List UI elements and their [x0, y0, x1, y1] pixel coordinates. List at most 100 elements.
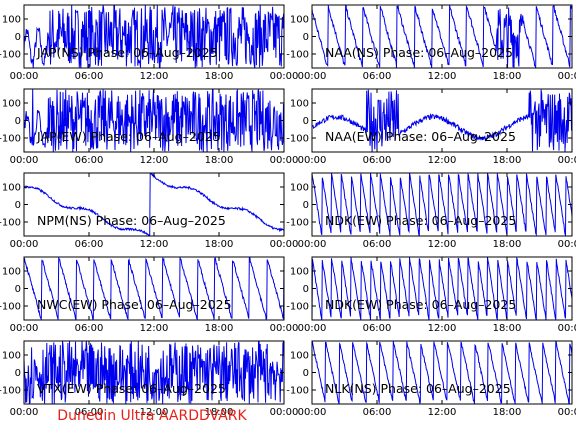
panel-title: NWC(EW) Phase: 06–Aug–2025 — [37, 297, 232, 312]
y-tick-label: -100 — [286, 134, 309, 145]
x-tick-label: 00:00 — [10, 239, 39, 250]
x-tick-label: 12:00 — [140, 239, 169, 250]
phase-panel: 100 0 -100 00:00 06:00 12:00 18:00 00:00 NDK(EW)… — [286, 172, 576, 250]
y-tick-label: 0 — [303, 284, 309, 295]
y-tick-label: 0 — [303, 116, 309, 127]
y-tick-label: 100 — [290, 183, 309, 194]
x-tick-label: 06:00 — [75, 323, 104, 334]
x-tick-label: 00:00 — [558, 323, 576, 334]
x-tick-label: 00:00 — [270, 239, 299, 250]
x-tick-label: 12:00 — [428, 407, 457, 418]
x-tick-label: 06:00 — [75, 407, 104, 418]
x-tick-label: 06:00 — [363, 155, 392, 166]
x-tick-label: 00:00 — [270, 407, 299, 418]
y-tick-label: -100 — [286, 386, 309, 397]
x-tick-label: 00:00 — [558, 407, 576, 418]
phase-trace — [24, 173, 284, 236]
phase-panel: 100 0 -100 00:00 06:00 12:00 18:00 00:00 VTX(EW)… — [0, 340, 299, 418]
y-tick-label: -100 — [286, 218, 309, 229]
phase-trace — [312, 341, 572, 404]
y-tick-label: 100 — [2, 183, 21, 194]
x-tick-label: 00:00 — [298, 323, 327, 334]
phase-trace — [24, 257, 284, 320]
y-tick-label: 100 — [2, 351, 21, 362]
y-tick-label: -100 — [286, 50, 309, 61]
phase-trace — [24, 89, 284, 152]
phase-trace — [312, 89, 572, 152]
x-tick-label: 12:00 — [140, 155, 169, 166]
x-tick-label: 18:00 — [493, 71, 522, 82]
x-tick-label: 00:00 — [10, 71, 39, 82]
phase-panel: 100 0 -100 00:00 06:00 12:00 18:00 00:00 NAA(EW)… — [286, 88, 576, 166]
y-tick-label: 0 — [303, 368, 309, 379]
panel-title: NLK(NS) Phase: 06–Aug–2025 — [325, 381, 511, 396]
panel-title: NAA(NS) Phase: 06–Aug–2025 — [325, 45, 513, 60]
x-tick-label: 18:00 — [493, 407, 522, 418]
y-tick-label: -100 — [0, 134, 21, 145]
y-tick-label: 100 — [2, 99, 21, 110]
phase-trace — [24, 5, 284, 68]
y-tick-label: 0 — [15, 368, 21, 379]
y-tick-label: -100 — [0, 50, 21, 61]
x-tick-label: 00:00 — [558, 239, 576, 250]
x-tick-label: 12:00 — [140, 323, 169, 334]
panel-title: JAP(NS) Phase: 06–Aug–2025 — [36, 45, 218, 60]
x-tick-label: 00:00 — [298, 407, 327, 418]
x-tick-label: 12:00 — [140, 407, 169, 418]
y-tick-label: 0 — [303, 32, 309, 43]
y-tick-label: 100 — [290, 99, 309, 110]
phase-panel: 100 0 -100 00:00 06:00 12:00 18:00 00:00 JAP(EW)… — [0, 88, 298, 166]
phase-panel: 100 0 -100 00:00 06:00 12:00 18:00 00:00 NAA(NS)… — [286, 4, 576, 82]
x-tick-label: 06:00 — [75, 155, 104, 166]
x-tick-label: 00:00 — [270, 323, 299, 334]
x-tick-label: 18:00 — [493, 239, 522, 250]
x-tick-label: 18:00 — [493, 323, 522, 334]
x-tick-label: 00:00 — [558, 155, 576, 166]
panel-title: NPM(NS) Phase: 06–Aug–2025 — [37, 213, 226, 228]
x-tick-label: 18:00 — [205, 71, 234, 82]
y-tick-label: 0 — [15, 200, 21, 211]
x-tick-label: 00:00 — [10, 155, 39, 166]
x-tick-label: 18:00 — [205, 155, 234, 166]
panel-title: NAA(EW) Phase: 06–Aug–2025 — [325, 129, 516, 144]
phase-trace — [312, 5, 572, 68]
phase-panel: 100 0 -100 00:00 06:00 12:00 18:00 00:00 NLK(NS)… — [286, 340, 576, 418]
x-tick-label: 06:00 — [363, 239, 392, 250]
x-tick-label: 18:00 — [205, 323, 234, 334]
x-tick-label: 18:00 — [205, 407, 234, 418]
y-tick-label: -100 — [286, 302, 309, 313]
phase-trace — [312, 257, 572, 320]
x-tick-label: 06:00 — [363, 407, 392, 418]
y-tick-label: -100 — [0, 386, 21, 397]
x-tick-label: 00:00 — [298, 155, 327, 166]
panel-title: NDK(EW) Phase: 06–Aug–2025 — [325, 297, 516, 312]
y-tick-label: 100 — [290, 267, 309, 278]
x-tick-label: 18:00 — [205, 239, 234, 250]
panel-title: JAP(EW) Phase: 06–Aug–2025 — [36, 129, 221, 144]
y-tick-label: -100 — [0, 302, 21, 313]
x-tick-label: 06:00 — [363, 71, 392, 82]
y-tick-label: 100 — [290, 351, 309, 362]
footer-label: Dunedin Ultra AARDDVARK — [57, 408, 247, 424]
phase-panel: 100 0 -100 00:00 06:00 12:00 18:00 00:00 JAP(NS)… — [0, 4, 299, 82]
phase-trace — [312, 173, 572, 236]
x-tick-label: 12:00 — [428, 71, 457, 82]
phase-panel: 100 0 -100 00:00 06:00 12:00 18:00 00:00 NPM(NS)… — [0, 172, 299, 250]
y-tick-label: 0 — [15, 284, 21, 295]
x-tick-label: 00:00 — [558, 71, 576, 82]
y-tick-label: 0 — [15, 32, 21, 43]
x-tick-label: 12:00 — [140, 71, 169, 82]
x-tick-label: 00:00 — [10, 323, 39, 334]
phase-panel: 100 0 -100 00:00 06:00 12:00 18:00 00:00 NDK(EW)… — [286, 256, 576, 334]
phase-panel: 100 0 -100 00:00 06:00 12:00 18:00 00:00 NWC(EW)… — [0, 256, 299, 334]
x-tick-label: 00:00 — [298, 239, 327, 250]
y-tick-label: 0 — [303, 200, 309, 211]
x-tick-label: 12:00 — [428, 155, 457, 166]
x-tick-label: 12:00 — [428, 323, 457, 334]
x-tick-label: 12:00 — [428, 239, 457, 250]
y-tick-label: -100 — [0, 218, 21, 229]
x-tick-label: 00:00 — [270, 71, 299, 82]
y-tick-label: 100 — [2, 15, 21, 26]
